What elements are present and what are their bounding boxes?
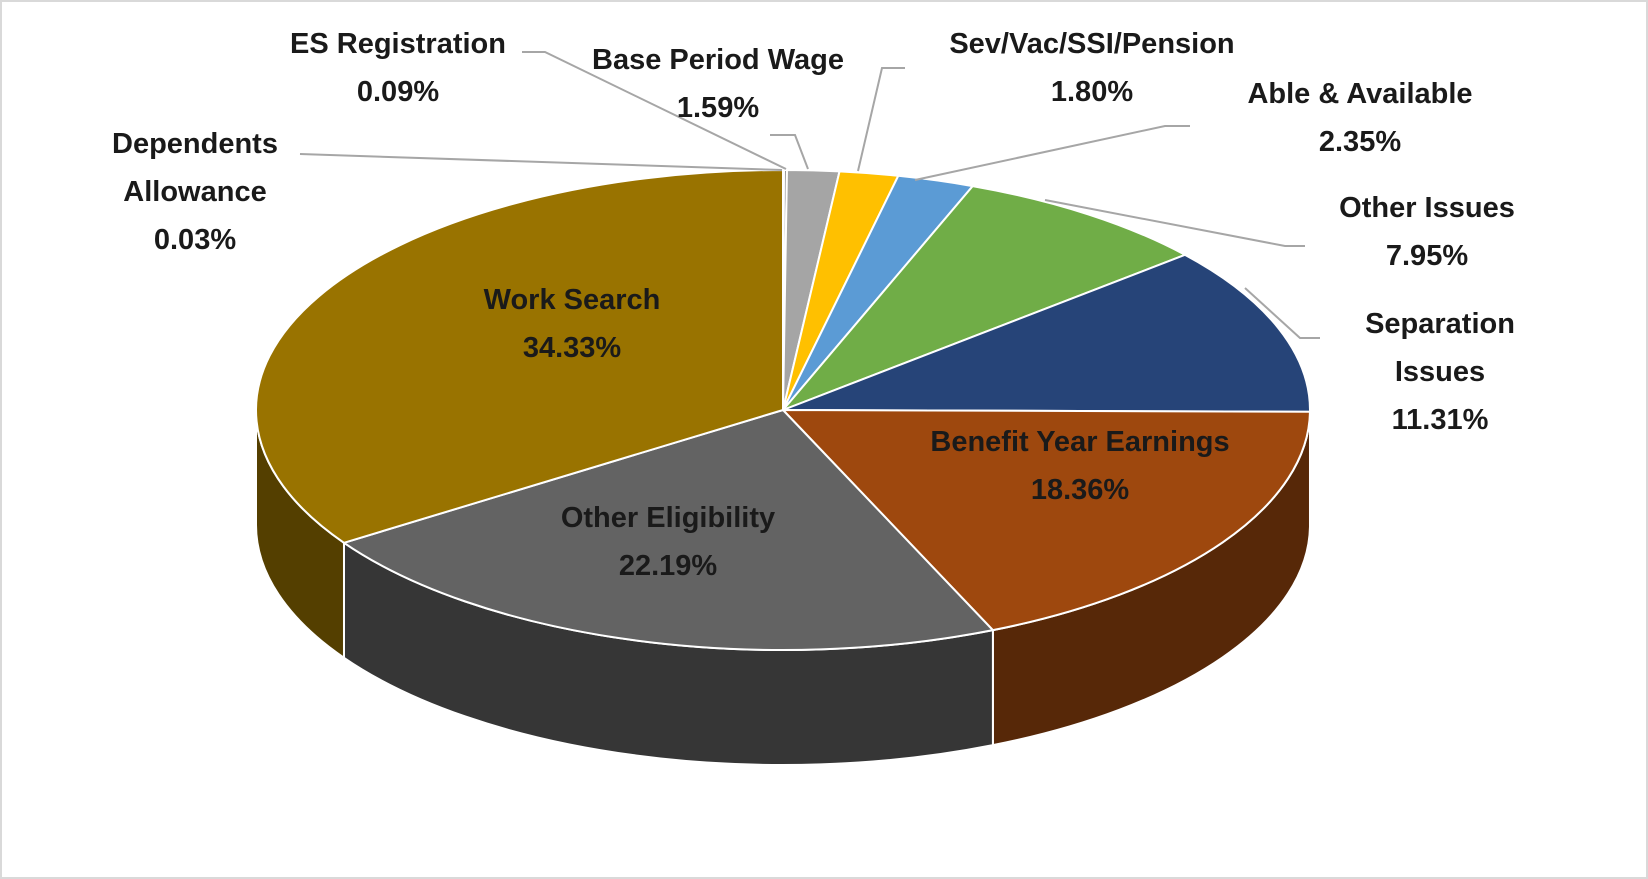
category-label: Sev/Vac/SSI/Pension <box>949 28 1235 60</box>
category-label: Dependents Allowance <box>112 128 278 208</box>
category-label: Work Search <box>483 284 661 316</box>
data-label: ES Registration 0.09% <box>248 20 548 116</box>
data-label: Dependents Allowance 0.03% <box>85 120 305 264</box>
value-label: 7.95% <box>1385 240 1469 272</box>
data-label: Able & Available 2.35% <box>1200 70 1520 166</box>
value-label: 0.03% <box>153 224 237 256</box>
category-label: Other Issues <box>1339 192 1515 224</box>
leader-line <box>522 51 787 170</box>
category-label: Separation Issues <box>1365 308 1515 388</box>
data-label: Other Issues 7.95% <box>1297 184 1557 280</box>
category-label: Base Period Wage <box>592 44 844 76</box>
data-label: Base Period Wage 1.59% <box>558 36 878 132</box>
slice <box>782 185 1188 411</box>
data-label: Benefit Year Earnings 18.36% <box>880 418 1280 514</box>
value-label: 0.09% <box>356 76 440 108</box>
leader-line <box>1044 199 1305 247</box>
value-label: 2.35% <box>1318 126 1402 158</box>
leader-line <box>857 67 905 172</box>
slice <box>782 253 1311 413</box>
value-label: 11.31% <box>1391 404 1489 436</box>
value-label: 34.33% <box>522 332 622 364</box>
category-label: ES Registration <box>290 28 506 60</box>
data-label: Other Eligibility 22.19% <box>498 494 838 590</box>
value-label: 18.36% <box>1030 474 1130 506</box>
slice <box>780 408 1311 632</box>
category-label: Other Eligibility <box>560 502 776 534</box>
data-label: Work Search 34.33% <box>422 276 722 372</box>
value-label: 22.19% <box>618 550 718 582</box>
slice <box>341 408 995 651</box>
leader-line <box>1244 287 1320 339</box>
leader-line <box>914 125 1190 181</box>
slice <box>255 168 784 544</box>
category-label: Able & Available <box>1247 78 1473 110</box>
data-label: Separation Issues 11.31% <box>1340 300 1540 444</box>
data-label: Sev/Vac/SSI/Pension 1.80% <box>902 20 1282 116</box>
value-label: 1.80% <box>1050 76 1134 108</box>
category-label: Benefit Year Earnings <box>930 426 1230 458</box>
leader-line <box>299 153 783 171</box>
leader-line <box>770 134 809 170</box>
value-label: 1.59% <box>676 92 760 124</box>
